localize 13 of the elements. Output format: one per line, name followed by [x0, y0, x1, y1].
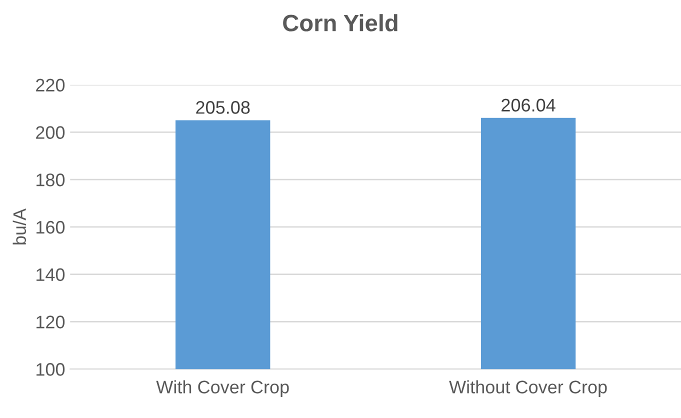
y-tick-label: 120 [36, 316, 65, 328]
y-tick-label: 180 [36, 174, 65, 186]
y-tick-label: 220 [36, 78, 65, 92]
y-tick-label: 140 [36, 268, 65, 282]
y-tick-label: 160 [36, 220, 65, 234]
x-tick-label: Without Cover Crop [449, 380, 607, 398]
data-label: 206.04 [502, 98, 556, 112]
y-tick-label: 200 [36, 126, 65, 139]
y-axis-title: bu/A [12, 208, 26, 244]
x-tick-label: With Cover Crop [156, 380, 289, 398]
data-label: 205.08 [196, 101, 250, 114]
chart-title: Corn Yield [283, 14, 398, 32]
y-tick-label: 100 [36, 363, 65, 376]
